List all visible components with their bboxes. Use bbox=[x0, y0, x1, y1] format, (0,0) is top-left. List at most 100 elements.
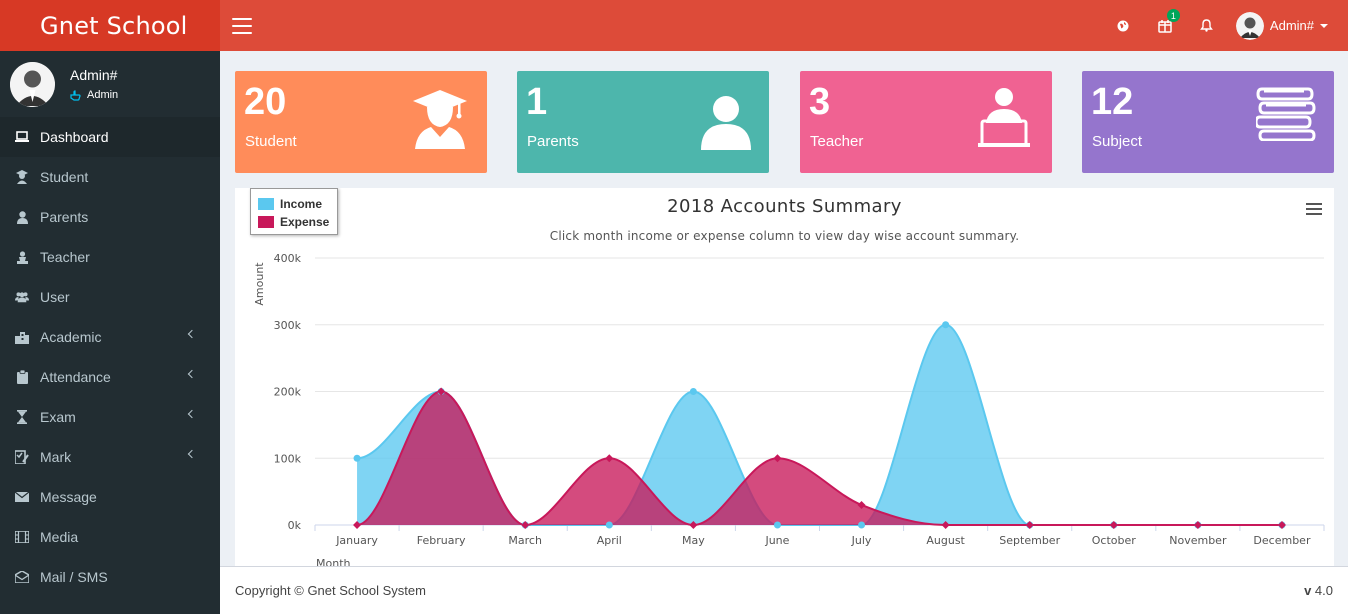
chart-title: 2018 Accounts Summary bbox=[667, 196, 902, 217]
data-point-income bbox=[858, 521, 866, 529]
user-icon bbox=[701, 96, 751, 150]
data-point-income bbox=[605, 521, 613, 529]
accounts-summary-chart: 0k 100k 200k 300k 400k January February March Ap… bbox=[235, 188, 1334, 566]
y-tick-label: 0k bbox=[288, 519, 302, 532]
x-tick-label: September bbox=[999, 534, 1060, 547]
sidebar-item-parents[interactable]: Parents bbox=[0, 197, 220, 237]
data-point-expense bbox=[773, 454, 782, 463]
legend-item-expense[interactable]: Expense bbox=[258, 213, 337, 231]
x-tick-label: October bbox=[1092, 534, 1136, 547]
stat-box-subject[interactable]: 12 Subject bbox=[1082, 71, 1334, 173]
data-point-income bbox=[773, 521, 781, 529]
data-point-income bbox=[689, 388, 697, 395]
chevron-left-icon bbox=[187, 449, 197, 459]
sidebar-item-media[interactable]: Media bbox=[0, 517, 220, 557]
user-dropdown[interactable]: Admin# bbox=[1228, 0, 1348, 51]
sidebar-item-exam[interactable]: Exam bbox=[0, 397, 220, 437]
chevron-left-icon bbox=[187, 329, 197, 339]
books-icon bbox=[1256, 87, 1316, 141]
legend-item-income[interactable]: Income bbox=[258, 195, 337, 213]
legend-swatch bbox=[258, 198, 274, 210]
sidebar-item-user[interactable]: User bbox=[0, 277, 220, 317]
stat-label: Teacher bbox=[810, 133, 864, 150]
x-tick-label: March bbox=[508, 534, 542, 547]
data-point-expense bbox=[857, 500, 866, 509]
x-tick-label: January bbox=[335, 534, 378, 547]
sidebar: Admin# Admin Dashboard Student Parents T… bbox=[0, 51, 220, 614]
user-name: Admin# bbox=[1269, 18, 1314, 33]
data-point-expense bbox=[353, 521, 362, 529]
chart-svg: 0k 100k 200k 300k 400k January February March Ap… bbox=[253, 252, 1325, 566]
chevron-left-icon bbox=[187, 369, 197, 379]
data-point-expense bbox=[689, 521, 698, 529]
hand-pointing-icon bbox=[70, 89, 81, 101]
navbar-right: 1 Admin# bbox=[1102, 0, 1348, 51]
notification-badge: 1 bbox=[1166, 9, 1180, 22]
avatar bbox=[1235, 11, 1264, 40]
stat-count: 20 bbox=[244, 81, 287, 123]
data-point-expense bbox=[437, 387, 446, 396]
envelope-icon bbox=[15, 490, 29, 504]
chart-legend: Income Expense bbox=[250, 188, 338, 235]
graduate-icon bbox=[413, 90, 467, 149]
clipboard-icon bbox=[15, 370, 29, 384]
stat-count: 3 bbox=[809, 81, 831, 123]
x-tick-label: November bbox=[1169, 534, 1227, 547]
users-icon bbox=[15, 290, 29, 304]
stat-box-teacher[interactable]: 3 Teacher bbox=[800, 71, 1052, 173]
data-point-expense bbox=[941, 521, 950, 529]
bell-icon[interactable] bbox=[1186, 0, 1228, 51]
x-tick-label: August bbox=[926, 534, 965, 547]
film-icon bbox=[15, 530, 29, 544]
user-icon bbox=[15, 210, 29, 224]
x-tick-label: December bbox=[1253, 534, 1311, 547]
top-navbar: Gnet School 1 Admin# bbox=[0, 0, 1348, 51]
sidebar-item-attendance[interactable]: Attendance bbox=[0, 357, 220, 397]
x-tick-label: February bbox=[417, 534, 466, 547]
x-tick-label: July bbox=[851, 534, 872, 547]
stat-box-parents[interactable]: 1 Parents bbox=[517, 71, 769, 173]
stat-label: Student bbox=[245, 133, 297, 150]
data-point-expense bbox=[1193, 521, 1202, 529]
data-point-income bbox=[353, 454, 361, 462]
checklist-icon bbox=[15, 450, 29, 464]
stat-count: 12 bbox=[1091, 81, 1134, 123]
student-icon bbox=[15, 170, 29, 184]
data-point-expense bbox=[521, 521, 530, 529]
series-area-expense bbox=[357, 391, 1282, 525]
sidebar-item-student[interactable]: Student bbox=[0, 157, 220, 197]
x-tick-label: June bbox=[764, 534, 789, 547]
sidebar-item-message[interactable]: Message bbox=[0, 477, 220, 517]
sidebar-user-role: Admin bbox=[70, 89, 118, 101]
chart-context-menu-icon[interactable] bbox=[1306, 203, 1322, 215]
sidebar-user-name: Admin# bbox=[70, 67, 118, 83]
hourglass-icon bbox=[15, 410, 29, 424]
globe-icon[interactable] bbox=[1102, 0, 1144, 51]
mail-sms-icon bbox=[15, 570, 29, 584]
y-tick-label: 300k bbox=[274, 319, 302, 332]
sidebar-menu: Dashboard Student Parents Teacher User A… bbox=[0, 117, 220, 597]
sidebar-toggle-icon[interactable] bbox=[232, 17, 252, 34]
data-point-expense bbox=[605, 454, 614, 463]
data-point-expense bbox=[1277, 521, 1286, 529]
teacher-icon bbox=[978, 88, 1030, 147]
sidebar-item-mark[interactable]: Mark bbox=[0, 437, 220, 477]
legend-swatch bbox=[258, 216, 274, 228]
main-content: 20 Student 1 Parents 3 Teacher 12 Subjec… bbox=[220, 51, 1348, 566]
laptop-icon bbox=[15, 130, 29, 144]
building-icon bbox=[15, 330, 29, 344]
x-tick-label: May bbox=[682, 534, 705, 547]
avatar bbox=[10, 61, 55, 107]
stat-count: 1 bbox=[526, 81, 548, 123]
version-text: v 4.0 bbox=[1304, 583, 1333, 598]
stat-box-student[interactable]: 20 Student bbox=[235, 71, 487, 173]
sidebar-item-mail-sms[interactable]: Mail / SMS bbox=[0, 557, 220, 597]
app-logo[interactable]: Gnet School bbox=[0, 0, 220, 51]
x-tick-label: April bbox=[597, 534, 622, 547]
calendar-gift-icon[interactable]: 1 bbox=[1144, 0, 1186, 51]
sidebar-item-teacher[interactable]: Teacher bbox=[0, 237, 220, 277]
data-point-expense bbox=[1109, 521, 1118, 529]
sidebar-item-dashboard[interactable]: Dashboard bbox=[0, 117, 220, 157]
footer: Copyright © Gnet School System v 4.0 bbox=[220, 566, 1348, 614]
sidebar-item-academic[interactable]: Academic bbox=[0, 317, 220, 357]
